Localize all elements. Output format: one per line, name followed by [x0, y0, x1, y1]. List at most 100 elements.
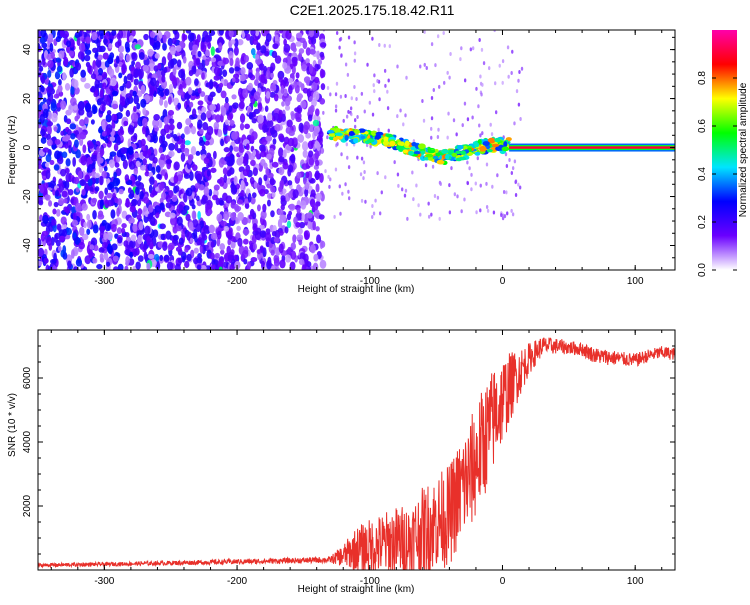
noise-cell [176, 148, 182, 154]
noise-cell [148, 204, 154, 213]
noise-cell [252, 39, 259, 45]
noise-cell [430, 42, 434, 47]
tone-cell [389, 140, 396, 147]
noise-cell [87, 178, 93, 187]
noise-cell [514, 193, 518, 198]
noise-cell [177, 89, 184, 96]
noise-cell [46, 139, 53, 147]
noise-cell [304, 232, 310, 241]
noise-cell [167, 109, 175, 116]
noise-cell [427, 201, 430, 206]
noise-cell [114, 162, 120, 168]
noise-cell [227, 170, 232, 177]
noise-cell [181, 231, 186, 240]
noise-cell [41, 230, 49, 237]
noise-cell [267, 112, 273, 122]
noise-cell [112, 255, 119, 262]
noise-cell [206, 169, 211, 177]
noise-cell [207, 94, 214, 102]
noise-cell [198, 139, 206, 146]
spectrogram-y-label: Frequency (Hz) [7, 116, 18, 185]
noise-cell [43, 182, 49, 190]
noise-cell [135, 261, 141, 270]
noise-cell [278, 133, 284, 141]
noise-cell [261, 260, 266, 270]
noise-cell [168, 143, 175, 151]
noise-cell [244, 203, 250, 209]
noise-cell [340, 152, 343, 157]
noise-cell [260, 73, 267, 84]
noise-cell [59, 30, 65, 38]
noise-cell [500, 213, 503, 218]
noise-cell [308, 157, 315, 166]
noise-cell [438, 216, 441, 221]
noise-cell [448, 183, 451, 188]
noise-cell [490, 132, 494, 137]
noise-cell [125, 109, 131, 117]
noise-cell [344, 62, 348, 67]
colorbar-ticks: 0.0 0.2 0.4 0.6 0.8 [697, 71, 737, 277]
noise-cell [138, 68, 144, 79]
noise-cell [60, 216, 67, 225]
tone-cell [413, 151, 421, 155]
noise-cell [104, 199, 110, 209]
colorbar-tick-label: 0.0 [697, 263, 708, 277]
noise-cell [259, 188, 266, 197]
noise-cell [209, 104, 216, 111]
noise-cell [47, 33, 54, 42]
noise-cell [288, 203, 296, 211]
noise-cell [128, 35, 134, 42]
noise-cell [178, 69, 185, 79]
noise-cell [136, 214, 142, 221]
noise-cell [296, 93, 304, 99]
noise-cell [438, 84, 441, 89]
noise-cell [181, 32, 186, 43]
noise-cell [319, 173, 324, 183]
noise-cell [368, 100, 372, 105]
noise-cell [475, 86, 478, 91]
noise-cell [485, 162, 489, 167]
noise-cell [271, 50, 278, 59]
noise-cell [148, 171, 154, 178]
noise-cell [220, 106, 227, 116]
noise-cell [247, 192, 252, 203]
noise-cell [153, 114, 161, 121]
noise-cell [511, 166, 515, 171]
noise-cell [57, 84, 63, 93]
noise-cell [238, 101, 245, 110]
noise-cell [345, 114, 349, 119]
noise-cell [350, 112, 353, 117]
noise-cell [201, 72, 205, 80]
noise-cell [105, 88, 111, 95]
noise-cell [225, 195, 233, 204]
tone-cell [397, 141, 405, 147]
snr-x-tick-label: 100 [627, 576, 644, 587]
noise-cell [103, 38, 108, 45]
noise-cell [456, 194, 459, 199]
noise-cell [163, 100, 168, 108]
noise-cell [353, 124, 357, 129]
noise-cell [46, 53, 52, 61]
noise-cell [220, 220, 228, 227]
noise-cell [58, 178, 63, 187]
noise-cell [70, 86, 75, 96]
noise-cell [129, 189, 135, 198]
noise-cell [315, 108, 320, 117]
noise-cell [236, 199, 244, 205]
noise-cell [277, 70, 285, 80]
noise-cell [304, 259, 309, 267]
tone-cell [445, 154, 450, 160]
noise-cell [125, 53, 131, 63]
noise-cell [126, 73, 133, 81]
noise-cell [77, 170, 83, 180]
noise-cell [271, 190, 276, 198]
tone-cell [435, 152, 441, 157]
noise-cell [168, 123, 175, 131]
noise-cell [443, 80, 446, 85]
noise-cell [78, 108, 85, 116]
noise-cell [53, 252, 57, 263]
snr-x-tick-label: -300 [94, 576, 114, 587]
noise-cell [38, 195, 43, 205]
noise-cell [64, 82, 71, 91]
snr-frame [37, 329, 676, 571]
